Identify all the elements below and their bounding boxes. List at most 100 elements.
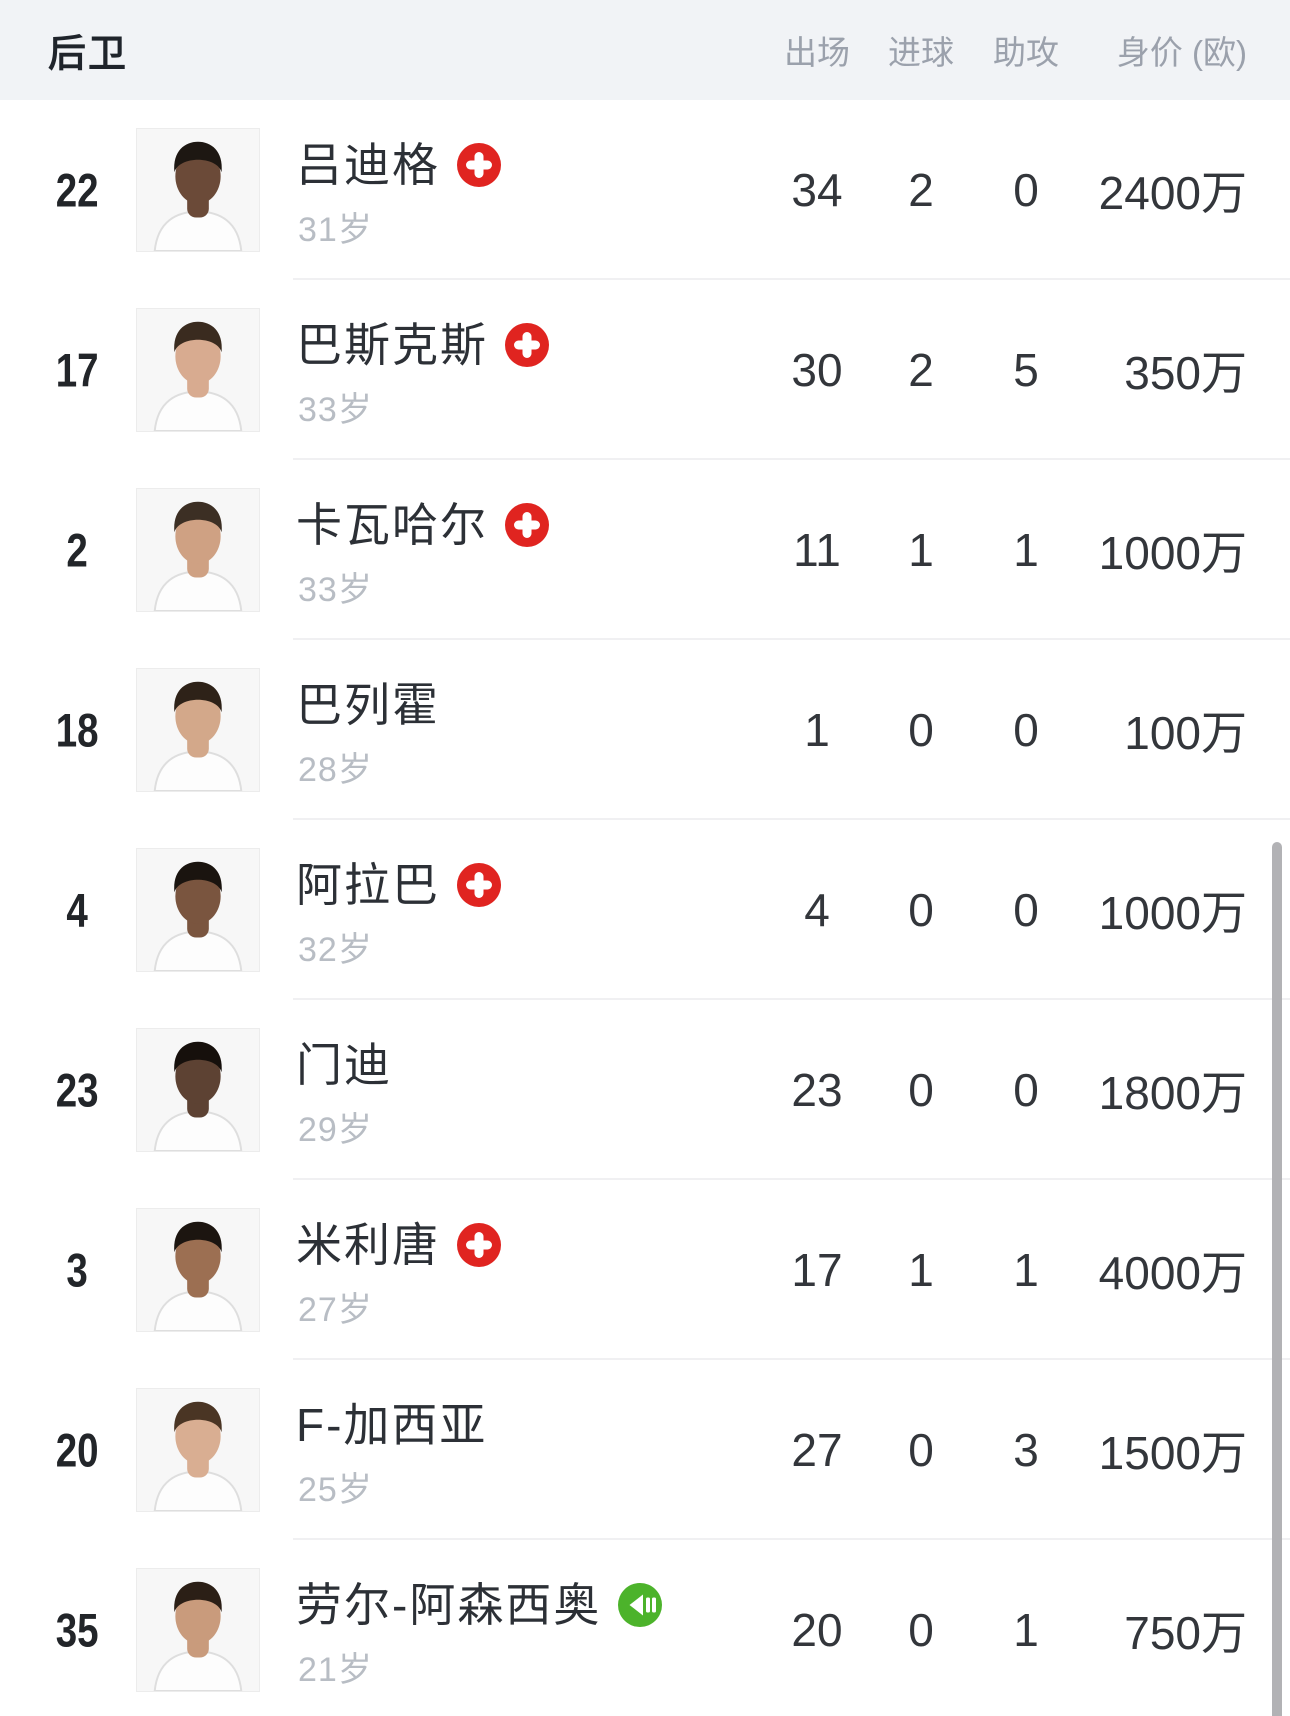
stat-market-value: 1800万 <box>1098 1067 1247 1119</box>
stat-assists: 1 <box>1013 1244 1039 1296</box>
player-photo <box>136 1388 260 1512</box>
player-age: 33岁 <box>298 571 373 609</box>
section-header: 后卫 出场 进球 助攻 身价 (欧) <box>0 0 1290 100</box>
injury-plus-icon <box>505 323 549 367</box>
jersey-number: 18 <box>56 703 99 757</box>
scrollbar-thumb[interactable] <box>1272 842 1282 1716</box>
player-age: 32岁 <box>298 931 373 969</box>
player-photo-silhouette <box>137 1029 259 1151</box>
player-photo-silhouette <box>137 309 259 431</box>
player-name: 巴列霍 <box>296 679 440 731</box>
stat-assists: 5 <box>1013 344 1039 396</box>
stat-assists: 0 <box>1013 164 1039 216</box>
jersey-number: 35 <box>56 1603 99 1657</box>
player-name: 米利唐 <box>296 1219 440 1271</box>
player-photo-silhouette <box>137 1389 259 1511</box>
player-photo <box>136 1208 260 1332</box>
player-age: 29岁 <box>298 1111 373 1149</box>
player-photo-silhouette <box>137 849 259 971</box>
player-list: 22 吕迪格 31岁 34 2 <box>0 100 1290 1716</box>
player-row[interactable]: 2 卡瓦哈尔 33岁 11 1 <box>0 460 1290 640</box>
stat-assists: 3 <box>1013 1424 1039 1476</box>
player-row[interactable]: 3 米利唐 27岁 17 1 <box>0 1180 1290 1360</box>
player-photo <box>136 668 260 792</box>
stat-assists: 1 <box>1013 1604 1039 1656</box>
player-name: 卡瓦哈尔 <box>296 499 488 551</box>
player-photo-silhouette <box>137 129 259 251</box>
jersey-number: 23 <box>56 1063 99 1117</box>
player-photo <box>136 848 260 972</box>
player-row[interactable]: 18 巴列霍 28岁 1 0 0 100万 <box>0 640 1290 820</box>
player-photo <box>136 1028 260 1152</box>
stat-appearances: 17 <box>791 1244 843 1296</box>
stat-appearances: 23 <box>791 1064 843 1116</box>
player-photo <box>136 128 260 252</box>
player-row[interactable]: 35 劳尔-阿森西奥 21岁 <box>0 1540 1290 1716</box>
stat-market-value: 1000万 <box>1098 527 1247 579</box>
stat-goals: 0 <box>908 1424 934 1476</box>
column-header-appearances: 出场 <box>784 34 850 71</box>
player-photo-silhouette <box>137 489 259 611</box>
column-header-assists: 助攻 <box>993 34 1059 71</box>
stat-appearances: 4 <box>804 884 830 936</box>
stat-assists: 0 <box>1013 884 1039 936</box>
player-age: 28岁 <box>298 751 373 789</box>
stat-appearances: 27 <box>791 1424 843 1476</box>
player-age: 27岁 <box>298 1291 373 1329</box>
player-name: 吕迪格 <box>296 139 440 191</box>
player-row[interactable]: 17 巴斯克斯 33岁 30 2 <box>0 280 1290 460</box>
stat-assists: 1 <box>1013 524 1039 576</box>
jersey-number: 2 <box>66 523 89 577</box>
stat-market-value: 2400万 <box>1098 167 1247 219</box>
injury-plus-icon <box>457 143 501 187</box>
injury-plus-icon <box>457 1223 501 1267</box>
stat-goals: 0 <box>908 1604 934 1656</box>
player-age: 33岁 <box>298 391 373 429</box>
stat-appearances: 11 <box>793 524 841 576</box>
player-name: 阿拉巴 <box>296 859 440 911</box>
stat-goals: 2 <box>908 164 934 216</box>
player-row[interactable]: 20 F-加西亚 25岁 27 0 3 1500万 <box>0 1360 1290 1540</box>
stat-assists: 0 <box>1013 1064 1039 1116</box>
stat-market-value: 100万 <box>1124 707 1247 759</box>
player-row[interactable]: 4 阿拉巴 32岁 4 0 <box>0 820 1290 1000</box>
stat-appearances: 34 <box>791 164 843 216</box>
stat-market-value: 1500万 <box>1098 1427 1247 1479</box>
stat-goals: 0 <box>908 884 934 936</box>
player-name: 劳尔-阿森西奥 <box>296 1579 602 1631</box>
stat-assists: 0 <box>1013 704 1039 756</box>
stat-market-value: 4000万 <box>1098 1247 1247 1299</box>
player-name: 巴斯克斯 <box>296 319 488 371</box>
player-age: 25岁 <box>298 1471 373 1509</box>
jersey-number: 4 <box>66 883 89 937</box>
player-photo <box>136 488 260 612</box>
stat-market-value: 1000万 <box>1098 887 1247 939</box>
player-row[interactable]: 22 吕迪格 31岁 34 2 <box>0 100 1290 280</box>
stat-goals: 1 <box>908 1244 934 1296</box>
column-header-market-value: 身价 (欧) <box>1116 34 1247 71</box>
stat-appearances: 1 <box>804 704 830 756</box>
jersey-number: 20 <box>56 1423 99 1477</box>
player-name: 门迪 <box>296 1039 392 1091</box>
jersey-number: 17 <box>56 343 99 397</box>
stat-goals: 1 <box>908 524 934 576</box>
player-photo-silhouette <box>137 1209 259 1331</box>
player-age: 21岁 <box>298 1651 373 1689</box>
substituted-on-icon <box>618 1583 663 1627</box>
player-photo <box>136 308 260 432</box>
section-title: 后卫 <box>48 33 129 76</box>
column-header-goals: 进球 <box>888 34 954 71</box>
jersey-number: 22 <box>56 163 99 217</box>
stat-appearances: 20 <box>791 1604 843 1656</box>
stat-market-value: 750万 <box>1124 1607 1247 1659</box>
stat-appearances: 30 <box>791 344 843 396</box>
player-name: F-加西亚 <box>296 1399 488 1451</box>
injury-plus-icon <box>457 863 501 907</box>
player-age: 31岁 <box>298 211 373 249</box>
player-photo-silhouette <box>137 1569 259 1691</box>
stat-goals: 2 <box>908 344 934 396</box>
player-row[interactable]: 23 门迪 29岁 23 0 0 1800万 <box>0 1000 1290 1180</box>
stat-goals: 0 <box>908 704 934 756</box>
stat-goals: 0 <box>908 1064 934 1116</box>
